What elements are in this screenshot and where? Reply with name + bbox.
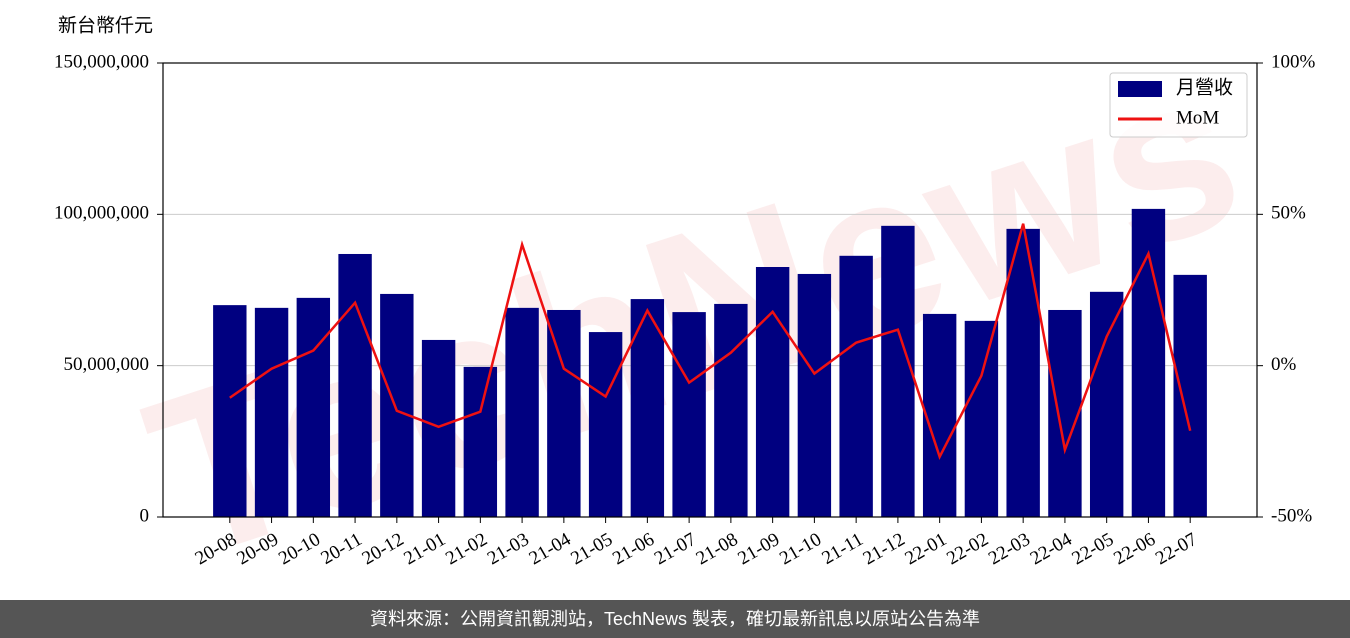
bar	[1173, 274, 1207, 517]
x-tick-label: 22-05	[1068, 529, 1117, 569]
x-tick-label: 21-06	[609, 529, 658, 569]
y-tick-label: 0	[140, 505, 150, 526]
x-tick-label: 22-01	[901, 529, 950, 569]
bar	[1089, 291, 1124, 517]
bar	[421, 339, 456, 517]
bar	[964, 320, 999, 517]
bar	[338, 253, 372, 517]
y2-tick-label: 50%	[1271, 203, 1306, 224]
bar	[1006, 228, 1040, 517]
bar	[881, 225, 915, 518]
x-tick-label: 21-02	[442, 529, 491, 569]
x-tick-label: 21-05	[567, 529, 616, 569]
bar	[213, 305, 247, 517]
bar	[1131, 208, 1166, 518]
bar	[672, 312, 706, 517]
bar	[505, 307, 539, 517]
line	[229, 223, 1192, 460]
bar	[755, 266, 790, 517]
y2-tick-label: -50%	[1271, 505, 1312, 526]
x-tick-label: 21-11	[819, 529, 867, 569]
x-tick-label: 22-06	[1110, 529, 1159, 569]
y-axis-label: 新台幣仟元	[58, 14, 153, 36]
x-tick-label: 21-10	[776, 529, 825, 569]
plot-frame	[162, 62, 1258, 518]
legend-swatch	[1118, 81, 1162, 97]
legend-label: MoM	[1176, 107, 1219, 128]
y2-tick-label: 0%	[1271, 354, 1297, 375]
bar	[254, 307, 289, 517]
bar	[463, 366, 498, 517]
x-tick-label: 21-08	[693, 529, 742, 569]
bar	[547, 309, 581, 517]
x-tick-label: 22-07	[1152, 529, 1201, 569]
x-tick-label: 21-04	[526, 529, 575, 570]
bar	[714, 303, 748, 517]
y-tick-label: 100,000,000	[54, 203, 149, 224]
x-tick-label: 22-02	[943, 529, 992, 569]
x-tick-label: 22-03	[985, 529, 1034, 569]
bar	[797, 273, 832, 517]
bar	[839, 255, 873, 518]
y2-tick-label: 100%	[1271, 51, 1316, 72]
x-tick-label: 21-09	[734, 529, 783, 569]
bar	[922, 313, 957, 517]
bar	[1048, 309, 1082, 517]
legend-label: 月營收	[1176, 76, 1233, 98]
x-tick-label: 22-04	[1027, 529, 1076, 570]
footer-text: 資料來源：公開資訊觀測站，TechNews 製表，確切最新訊息以原站公告為準	[370, 609, 980, 629]
bar	[296, 297, 331, 517]
x-tick-label: 21-07	[651, 529, 700, 569]
bar	[588, 332, 623, 517]
bar	[380, 293, 414, 517]
footer-bar	[0, 600, 1350, 638]
y-tick-label: 150,000,000	[54, 51, 149, 72]
y-tick-label: 50,000,000	[64, 354, 150, 375]
x-tick-label: 21-12	[860, 529, 909, 569]
x-tick-label: 21-03	[484, 529, 533, 569]
